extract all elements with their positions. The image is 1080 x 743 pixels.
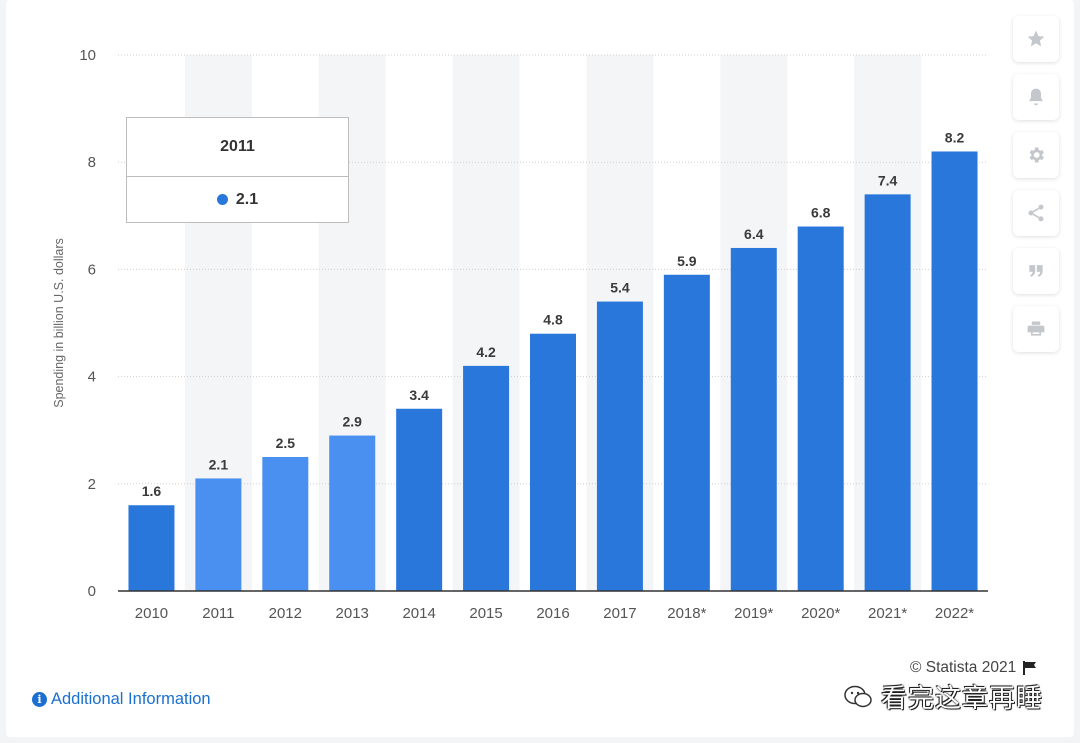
bar-value-label: 7.4 [878, 172, 898, 188]
bar[interactable] [864, 194, 911, 592]
y-tick-labels: 0 2 4 6 8 10 [79, 47, 96, 600]
watermark: 看完这章再睡 [843, 678, 1043, 715]
x-tick-label: 2016 [536, 605, 569, 622]
notification-button[interactable] [1013, 74, 1059, 120]
x-tick-label: 2013 [336, 605, 369, 622]
watermark-text: 看完这章再睡 [881, 684, 1044, 714]
tooltip-body: 2.1 [127, 177, 348, 222]
y-tick-label: 6 [88, 261, 96, 278]
x-tick-label: 2019* [734, 605, 773, 622]
x-tick-label: 2012 [269, 605, 302, 622]
share-button[interactable] [1013, 190, 1059, 236]
y-tick-label: 2 [88, 476, 96, 493]
y-tick-label: 10 [79, 47, 96, 64]
bar-value-label: 3.4 [409, 387, 429, 403]
wechat-icon [844, 685, 872, 707]
statista-credit[interactable]: © Statista 2021 [910, 659, 1038, 677]
bar-value-label: 2.5 [276, 435, 296, 451]
bar-value-label: 5.4 [610, 280, 630, 296]
bar-value-label: 4.2 [476, 344, 496, 360]
series-dot-icon [216, 194, 228, 205]
bar-value-label: 2.9 [342, 414, 362, 430]
y-tick-label: 8 [88, 154, 96, 171]
bar[interactable] [530, 333, 576, 591]
bar-value-label: 8.2 [945, 129, 965, 145]
favorite-button[interactable] [1013, 16, 1059, 62]
tooltip-title: 2011 [127, 118, 348, 177]
bar[interactable] [463, 365, 510, 591]
bar[interactable] [596, 301, 643, 591]
additional-information-link[interactable]: i Additional Information [32, 690, 211, 709]
bar-value-labels: 1.6 2.1 2.5 2.9 3.4 4.2 4.8 5.4 5.9 6.4 6.8 7.4 8.2 [142, 129, 965, 499]
cite-button[interactable] [1013, 248, 1059, 294]
x-tick-label: 2014 [402, 605, 435, 622]
x-tick-label: 2017 [603, 605, 636, 622]
tooltip-value: 2.1 [235, 190, 259, 208]
flag-icon [1023, 661, 1037, 675]
bar-value-label: 6.4 [744, 226, 764, 242]
print-button[interactable] [1013, 306, 1059, 352]
gear-icon [1029, 147, 1044, 163]
y-tick-label: 0 [88, 583, 96, 600]
tooltip: 2011 2.1 [126, 117, 349, 223]
bar[interactable] [730, 247, 777, 591]
x-tick-label: 2022* [935, 605, 974, 622]
info-icon: i [32, 692, 47, 707]
x-tick-label: 2018* [667, 605, 706, 622]
bar[interactable] [195, 478, 242, 591]
x-tick-label: 2011 [202, 605, 234, 622]
bar[interactable] [262, 457, 309, 591]
bar-value-label: 4.8 [543, 312, 563, 328]
quote-icon [1029, 265, 1043, 277]
y-tick-label: 4 [88, 369, 96, 386]
x-tick-label: 2021* [868, 605, 907, 622]
bar[interactable] [663, 274, 710, 591]
x-tick-label: 2010 [135, 605, 168, 622]
side-toolbar [1013, 16, 1059, 364]
x-tick-label: 2015 [469, 605, 502, 622]
share-icon [1028, 204, 1044, 222]
additional-information-label: Additional Information [51, 690, 211, 708]
bar[interactable] [797, 226, 844, 591]
bar[interactable] [128, 505, 175, 591]
bar-value-label: 6.8 [811, 205, 831, 221]
print-icon [1027, 321, 1045, 336]
bar[interactable] [931, 151, 978, 592]
y-axis-title: Spending in billion U.S. dollars [52, 238, 66, 408]
x-tick-label: 2020* [801, 605, 840, 622]
bars [128, 151, 978, 592]
bar[interactable] [396, 408, 443, 591]
bar[interactable] [329, 435, 376, 591]
x-tick-labels: 2010 2011 2012 2013 2014 2015 2016 2017 2018* 201… [135, 605, 975, 622]
bar-value-label: 2.1 [209, 456, 229, 472]
star-icon [1027, 30, 1045, 47]
bar-chart: 1.62.12.52.93.44.24.85.45.96.46.87.48.2 … [52, 47, 988, 622]
bar-value-label: 5.9 [677, 253, 697, 269]
bell-icon [1029, 88, 1043, 106]
bar-value-label: 1.6 [142, 483, 162, 499]
settings-button[interactable] [1013, 132, 1059, 178]
copyright-text: © Statista 2021 [910, 659, 1017, 676]
